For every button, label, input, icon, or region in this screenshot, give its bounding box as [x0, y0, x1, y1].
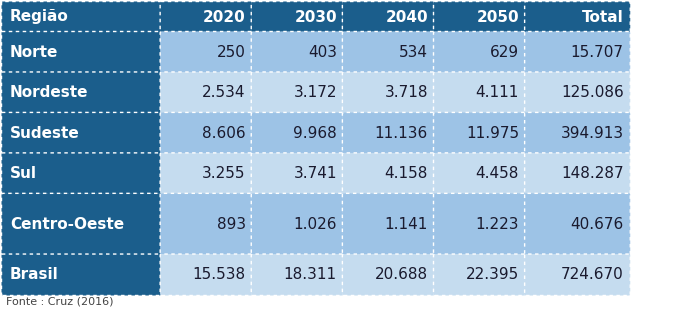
FancyBboxPatch shape	[342, 153, 435, 194]
Text: 2.534: 2.534	[202, 85, 246, 100]
Text: 3.172: 3.172	[293, 85, 337, 100]
Text: Norte: Norte	[10, 45, 58, 60]
FancyBboxPatch shape	[433, 2, 526, 33]
Text: 1.026: 1.026	[293, 217, 337, 232]
FancyBboxPatch shape	[433, 72, 526, 114]
Text: 893: 893	[217, 217, 246, 232]
Text: 4.111: 4.111	[476, 85, 519, 100]
FancyBboxPatch shape	[251, 32, 344, 73]
Text: Região: Região	[10, 10, 69, 25]
Text: Sudeste: Sudeste	[10, 126, 79, 141]
FancyBboxPatch shape	[342, 2, 435, 33]
Text: 125.086: 125.086	[561, 85, 624, 100]
FancyBboxPatch shape	[525, 32, 630, 73]
Text: 3.741: 3.741	[293, 166, 337, 181]
FancyBboxPatch shape	[433, 254, 526, 295]
FancyBboxPatch shape	[1, 2, 161, 33]
FancyBboxPatch shape	[433, 153, 526, 194]
Text: 2030: 2030	[294, 10, 337, 25]
Text: Centro-Oeste: Centro-Oeste	[10, 217, 124, 232]
FancyBboxPatch shape	[525, 72, 630, 114]
FancyBboxPatch shape	[160, 2, 253, 33]
FancyBboxPatch shape	[160, 112, 253, 154]
Text: Fonte : Cruz (2016): Fonte : Cruz (2016)	[6, 297, 113, 307]
Text: 11.136: 11.136	[375, 126, 428, 141]
Text: 403: 403	[308, 45, 337, 60]
Text: 2050: 2050	[477, 10, 519, 25]
Text: 40.676: 40.676	[570, 217, 624, 232]
Text: Total: Total	[582, 10, 624, 25]
Text: 724.670: 724.670	[561, 267, 624, 282]
Text: Brasil: Brasil	[10, 267, 59, 282]
FancyBboxPatch shape	[1, 254, 161, 295]
Text: 1.141: 1.141	[384, 217, 428, 232]
FancyBboxPatch shape	[251, 153, 344, 194]
FancyBboxPatch shape	[1, 112, 161, 154]
Text: 1.223: 1.223	[475, 217, 519, 232]
Text: 250: 250	[217, 45, 246, 60]
Text: 15.538: 15.538	[193, 267, 246, 282]
Text: 4.158: 4.158	[384, 166, 428, 181]
FancyBboxPatch shape	[251, 72, 344, 114]
FancyBboxPatch shape	[525, 112, 630, 154]
FancyBboxPatch shape	[160, 32, 253, 73]
FancyBboxPatch shape	[433, 32, 526, 73]
Text: 15.707: 15.707	[571, 45, 624, 60]
FancyBboxPatch shape	[525, 193, 630, 255]
FancyBboxPatch shape	[342, 32, 435, 73]
FancyBboxPatch shape	[160, 193, 253, 255]
Text: 8.606: 8.606	[202, 126, 246, 141]
Text: 148.287: 148.287	[561, 166, 624, 181]
FancyBboxPatch shape	[342, 193, 435, 255]
Text: 534: 534	[399, 45, 428, 60]
FancyBboxPatch shape	[1, 72, 161, 114]
FancyBboxPatch shape	[251, 254, 344, 295]
FancyBboxPatch shape	[433, 193, 526, 255]
Text: Sul: Sul	[10, 166, 37, 181]
FancyBboxPatch shape	[251, 112, 344, 154]
Text: 3.718: 3.718	[384, 85, 428, 100]
Text: 4.458: 4.458	[476, 166, 519, 181]
FancyBboxPatch shape	[342, 254, 435, 295]
FancyBboxPatch shape	[1, 193, 161, 255]
Text: 22.395: 22.395	[466, 267, 519, 282]
FancyBboxPatch shape	[525, 254, 630, 295]
FancyBboxPatch shape	[1, 32, 161, 73]
Text: 18.311: 18.311	[284, 267, 337, 282]
FancyBboxPatch shape	[342, 72, 435, 114]
Text: 394.913: 394.913	[561, 126, 624, 141]
FancyBboxPatch shape	[251, 2, 344, 33]
FancyBboxPatch shape	[251, 193, 344, 255]
FancyBboxPatch shape	[525, 153, 630, 194]
Text: 3.255: 3.255	[202, 166, 246, 181]
FancyBboxPatch shape	[342, 112, 435, 154]
Text: 9.968: 9.968	[293, 126, 337, 141]
Text: Nordeste: Nordeste	[10, 85, 88, 100]
FancyBboxPatch shape	[525, 2, 630, 33]
FancyBboxPatch shape	[160, 72, 253, 114]
Text: 2020: 2020	[203, 10, 246, 25]
FancyBboxPatch shape	[1, 153, 161, 194]
FancyBboxPatch shape	[160, 254, 253, 295]
FancyBboxPatch shape	[433, 112, 526, 154]
Text: 11.975: 11.975	[466, 126, 519, 141]
Text: 20.688: 20.688	[375, 267, 428, 282]
Text: 629: 629	[490, 45, 519, 60]
FancyBboxPatch shape	[160, 153, 253, 194]
Text: 2040: 2040	[386, 10, 428, 25]
